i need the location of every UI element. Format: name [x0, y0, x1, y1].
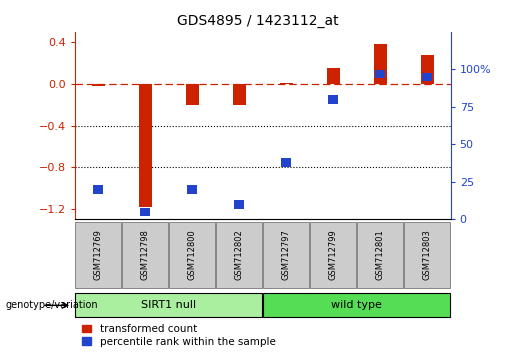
Text: GSM712801: GSM712801	[375, 229, 385, 280]
Legend: transformed count, percentile rank within the sample: transformed count, percentile rank withi…	[80, 322, 278, 349]
FancyBboxPatch shape	[75, 293, 262, 317]
Text: wild type: wild type	[331, 300, 382, 310]
Bar	[233, 84, 246, 105]
Bar	[280, 83, 293, 84]
Text: GSM712769: GSM712769	[94, 229, 102, 280]
Bar	[139, 84, 152, 207]
FancyBboxPatch shape	[357, 222, 403, 288]
FancyBboxPatch shape	[216, 222, 262, 288]
FancyBboxPatch shape	[310, 222, 356, 288]
Bar	[234, 200, 244, 209]
Bar	[328, 95, 338, 104]
Bar	[140, 208, 150, 216]
Text: genotype/variation: genotype/variation	[5, 300, 98, 310]
Text: GSM712803: GSM712803	[423, 229, 432, 280]
Text: GSM712800: GSM712800	[187, 229, 197, 280]
FancyBboxPatch shape	[263, 293, 450, 317]
FancyBboxPatch shape	[404, 222, 450, 288]
FancyBboxPatch shape	[169, 222, 215, 288]
Bar	[327, 68, 340, 84]
FancyBboxPatch shape	[75, 222, 121, 288]
Bar	[187, 185, 197, 194]
Bar	[281, 158, 291, 167]
Bar	[421, 55, 434, 84]
Bar	[185, 84, 199, 105]
Text: GSM712797: GSM712797	[282, 229, 290, 280]
FancyBboxPatch shape	[122, 222, 168, 288]
FancyBboxPatch shape	[263, 222, 309, 288]
Bar	[373, 44, 387, 84]
Bar	[93, 185, 104, 194]
Text: GSM712799: GSM712799	[329, 229, 338, 280]
Text: GSM712802: GSM712802	[235, 229, 244, 280]
Text: GDS4895 / 1423112_at: GDS4895 / 1423112_at	[177, 14, 338, 28]
Text: GSM712798: GSM712798	[141, 229, 150, 280]
Text: SIRT1 null: SIRT1 null	[141, 300, 196, 310]
Bar	[375, 70, 385, 78]
Bar	[92, 84, 105, 86]
Bar	[422, 73, 432, 81]
